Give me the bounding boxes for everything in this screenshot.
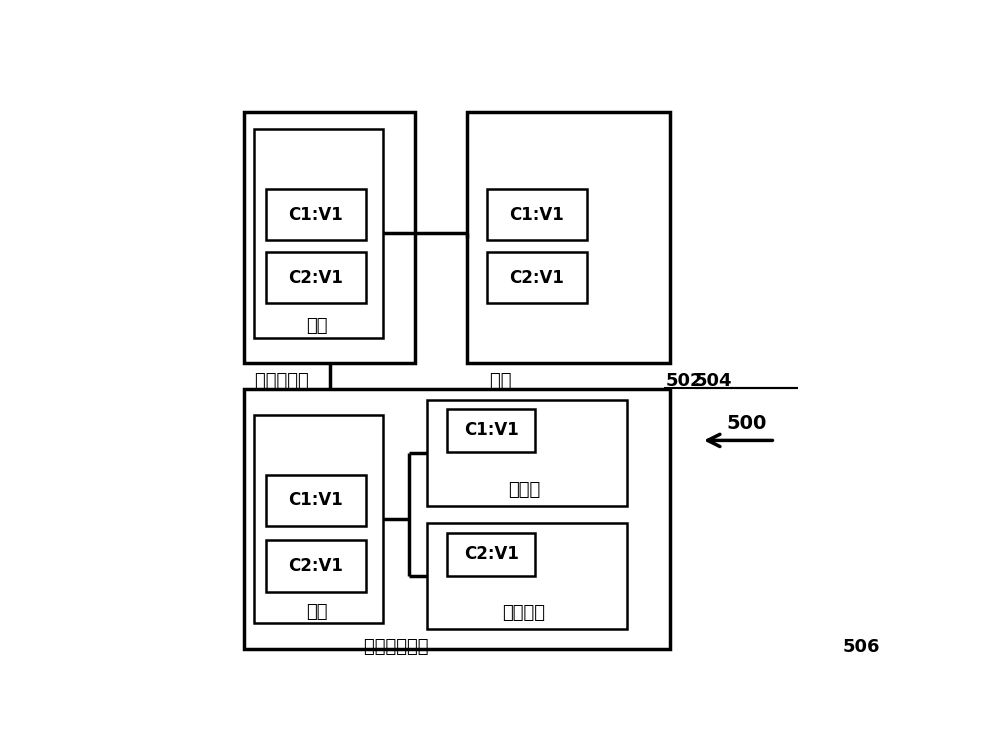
Bar (244, 389, 670, 649)
Text: 用户提供: 用户提供 (502, 603, 545, 622)
Text: C1:V1: C1:V1 (464, 421, 518, 439)
Bar (487, 189, 587, 240)
Text: 500: 500 (727, 414, 767, 433)
Text: C1:V1: C1:V1 (288, 206, 343, 224)
Bar (427, 401, 627, 506)
Bar (254, 415, 383, 623)
Text: C2:V1: C2:V1 (464, 545, 519, 563)
Text: C2:V1: C2:V1 (288, 557, 343, 575)
Text: C1:V1: C1:V1 (509, 206, 564, 224)
Text: 集群: 集群 (490, 372, 517, 390)
Bar (266, 540, 366, 592)
Bar (244, 112, 415, 364)
Bar (447, 533, 535, 576)
Text: 组件: 组件 (306, 317, 328, 335)
Text: C2:V1: C2:V1 (288, 269, 343, 286)
Bar (254, 129, 383, 338)
Text: 虚拟计算机: 虚拟计算机 (255, 372, 315, 390)
Text: 组件: 组件 (306, 603, 328, 621)
Text: 504: 504 (695, 372, 732, 390)
Bar (427, 523, 627, 629)
Bar (447, 409, 535, 452)
Bar (467, 112, 670, 364)
Text: 虚拟环境管理: 虚拟环境管理 (364, 638, 435, 656)
Bar (266, 252, 366, 303)
Text: C2:V1: C2:V1 (509, 269, 564, 286)
Bar (266, 475, 366, 526)
Text: 预定义: 预定义 (508, 481, 540, 499)
Bar (487, 252, 587, 303)
Text: C1:V1: C1:V1 (288, 491, 343, 510)
Bar (266, 189, 366, 240)
Text: 502: 502 (665, 372, 703, 390)
Text: 506: 506 (842, 638, 880, 656)
